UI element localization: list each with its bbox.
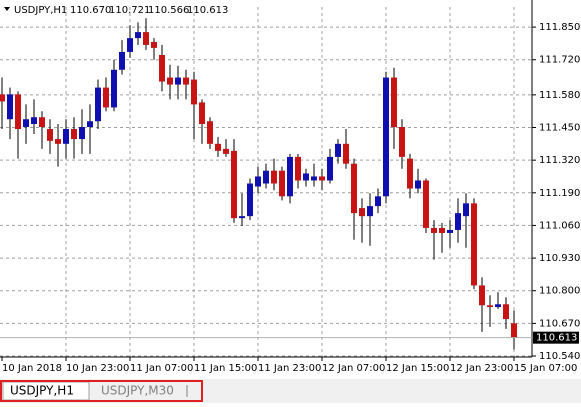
candle-body <box>47 129 53 141</box>
x-tick-label: 10 Jan 2018 <box>2 363 62 374</box>
candle-body <box>167 77 173 85</box>
y-tick-label: 110.930 <box>539 253 580 264</box>
candle-body <box>95 87 101 122</box>
tab-label[interactable]: USDJPY,H1 <box>10 384 74 398</box>
candle-body <box>159 54 165 82</box>
x-tick-label: 10 Jan 23:00 <box>66 363 129 374</box>
y-tick-label: 111.190 <box>539 188 580 199</box>
header-value: 110.613 <box>187 5 228 16</box>
candle-body <box>463 203 469 217</box>
candle-body <box>103 87 109 108</box>
candle-body <box>143 32 149 45</box>
candle-body <box>375 196 381 207</box>
header-value: 110.566 <box>148 5 189 16</box>
candle-body <box>327 156 333 181</box>
candle-body <box>31 117 37 125</box>
menu-arrow[interactable] <box>4 7 10 11</box>
x-tick-label: 15 Jan 07:00 <box>514 363 577 374</box>
candle-body <box>487 305 493 308</box>
candle-body <box>303 173 309 181</box>
header-value: 110.670 <box>70 5 111 16</box>
candle-body <box>79 127 85 140</box>
y-tick-label: 111.720 <box>539 55 580 66</box>
candle-body <box>63 129 69 144</box>
x-tick-label: 12 Jan 15:00 <box>386 363 449 374</box>
candle-body <box>423 180 429 228</box>
candle-body <box>367 206 373 217</box>
highlight-box <box>0 380 203 402</box>
candle-body <box>135 32 141 39</box>
candle-body <box>415 180 421 189</box>
x-tick-label: 12 Jan 23:00 <box>450 363 513 374</box>
candle-body <box>391 77 397 128</box>
candle-body <box>127 38 133 52</box>
candle-body <box>55 139 61 144</box>
candle-body <box>351 163 357 214</box>
candle-body <box>319 176 325 181</box>
candle-body <box>231 150 237 219</box>
candle-body <box>223 148 229 154</box>
x-tick-label: 12 Jan 07:00 <box>322 363 385 374</box>
candle-body <box>7 94 13 120</box>
last-price-label: 110.613 <box>536 333 577 344</box>
candle-body <box>23 119 29 128</box>
candle-body <box>479 285 485 306</box>
candle-body <box>183 77 189 85</box>
candle-body <box>287 156 293 197</box>
candle-body <box>247 183 253 217</box>
candle-body <box>0 94 5 102</box>
y-tick-label: 111.580 <box>539 90 580 101</box>
candle-body <box>295 156 301 181</box>
candle-body <box>175 77 181 85</box>
candle-body <box>455 213 461 230</box>
candle-body <box>111 69 117 108</box>
candle-body <box>407 158 413 189</box>
candle-body <box>431 227 437 233</box>
candle-body <box>343 143 349 164</box>
y-tick-label: 110.670 <box>539 318 580 329</box>
y-tick-label: 111.850 <box>539 22 580 33</box>
x-tick-label: 11 Jan 23:00 <box>258 363 321 374</box>
candle-body <box>191 79 197 105</box>
candle-body <box>471 203 477 286</box>
candle-body <box>399 127 405 157</box>
candle-body <box>511 323 517 338</box>
header-value: 110.721 <box>109 5 150 16</box>
y-tick-label: 110.800 <box>539 286 580 297</box>
candle-body <box>263 170 269 184</box>
candle-body <box>271 170 277 184</box>
candle-body <box>71 129 77 140</box>
candle-body <box>503 304 509 320</box>
y-tick-label: 111.320 <box>539 155 580 166</box>
tab-label[interactable]: USDJPY,M30 <box>101 384 174 398</box>
candle-body <box>15 94 21 130</box>
x-tick-label: 11 Jan 07:00 <box>130 363 193 374</box>
candle-body <box>215 143 221 151</box>
candle-body <box>39 117 45 128</box>
x-tick-label: 11 Jan 15:00 <box>194 363 257 374</box>
y-tick-label: 110.540 <box>539 351 580 362</box>
candle-body <box>383 77 389 197</box>
candle-body <box>359 208 365 217</box>
candle-body <box>335 143 341 157</box>
candle-body <box>239 216 245 219</box>
symbol: USDJPY,H1 <box>14 5 67 16</box>
y-tick-label: 111.450 <box>539 123 580 134</box>
last-price-box <box>533 331 579 344</box>
candle-body <box>439 227 445 233</box>
candle-body <box>151 41 157 48</box>
candle-body <box>311 176 317 181</box>
candle-body <box>279 170 285 197</box>
y-tick-label: 111.060 <box>539 220 580 231</box>
candle-body <box>255 176 261 187</box>
candle-body <box>87 121 93 128</box>
candle-body <box>495 304 501 308</box>
candle-body <box>447 229 453 233</box>
candle-body <box>207 121 213 144</box>
tab-bar <box>0 379 581 403</box>
candle-body <box>199 102 205 125</box>
candle-body <box>119 51 125 70</box>
